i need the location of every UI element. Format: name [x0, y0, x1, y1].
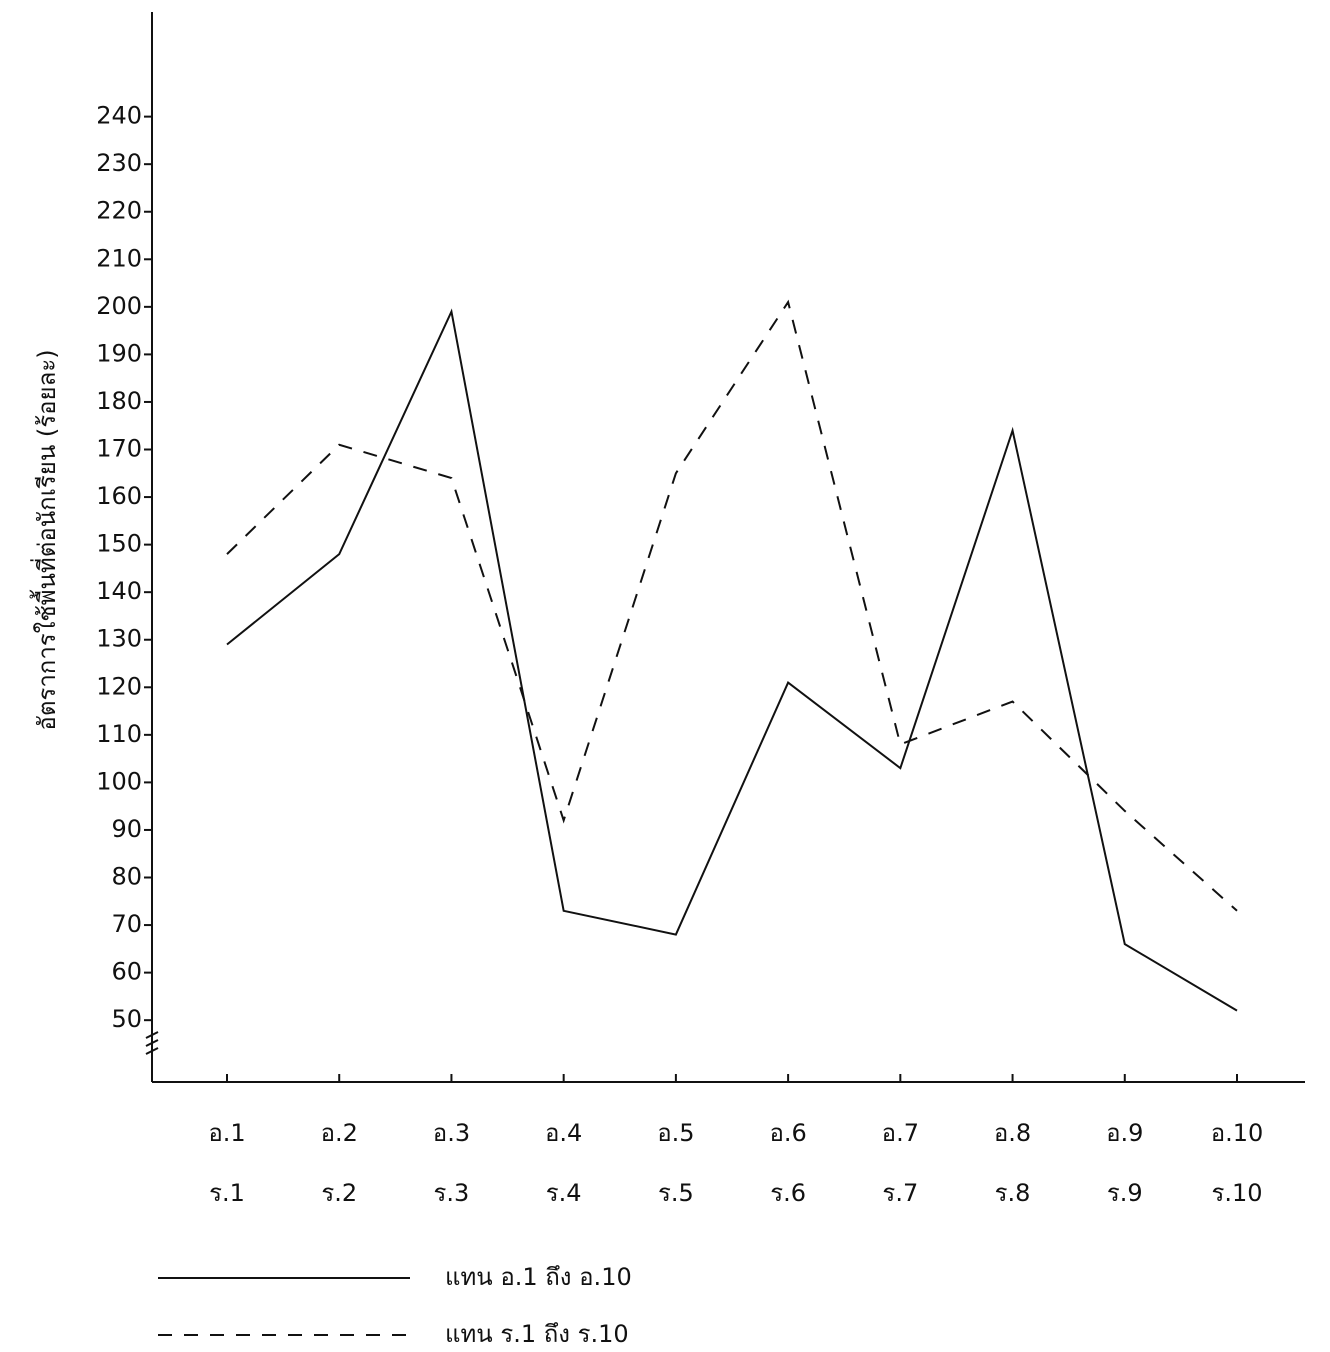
x-tick-label: อ.4 [545, 1119, 582, 1147]
x-tick-label: ร.10 [1211, 1179, 1262, 1207]
legend-label: แทน ร.1 ถึง ร.10 [445, 1320, 629, 1348]
y-tick-label: 110 [96, 720, 142, 748]
x-tick-label: อ.6 [769, 1119, 806, 1147]
x-tick-label: อ.2 [321, 1119, 358, 1147]
y-tick-label: 70 [111, 910, 142, 938]
y-tick-label: 100 [96, 767, 142, 795]
y-tick-label: 60 [111, 958, 142, 986]
chart: อัตราการใช้พื้นที่ต่อนักเรียน (ร้อยละ) 5… [0, 0, 1330, 1352]
y-tick-label: 200 [96, 292, 142, 320]
legend-label: แทน อ.1 ถึง อ.10 [445, 1263, 632, 1291]
x-tick-label: อ.1 [208, 1119, 245, 1147]
x-tick-label: ร.1 [209, 1179, 245, 1207]
x-tick-label: ร.5 [658, 1179, 694, 1207]
x-tick-label: ร.2 [321, 1179, 357, 1207]
x-tick-label: ร.8 [995, 1179, 1031, 1207]
x-tick-label: อ.9 [1106, 1119, 1143, 1147]
series-line [227, 312, 1237, 1011]
x-tick-label: อ.5 [657, 1119, 694, 1147]
x-tick-label: อ.10 [1211, 1119, 1264, 1147]
x-tick-label: ร.7 [882, 1179, 918, 1207]
x-tick-label: อ.7 [882, 1119, 919, 1147]
y-tick-label: 150 [96, 530, 142, 558]
x-tick-label: ร.9 [1107, 1179, 1143, 1207]
x-tick-label: ร.4 [546, 1179, 582, 1207]
axis-break [146, 1032, 158, 1054]
y-tick-label: 90 [111, 815, 142, 843]
y-axis-label: อัตราการใช้พื้นที่ต่อนักเรียน (ร้อยละ) [29, 349, 61, 730]
y-tick-label: 230 [96, 149, 142, 177]
y-tick-label: 210 [96, 244, 142, 272]
x-tick-label: ร.6 [770, 1179, 806, 1207]
y-tick-label: 160 [96, 482, 142, 510]
y-tick-label: 140 [96, 577, 142, 605]
y-tick-label: 80 [111, 863, 142, 891]
y-tick-label: 180 [96, 387, 142, 415]
y-tick-label: 170 [96, 435, 142, 463]
y-tick-label: 220 [96, 197, 142, 225]
y-tick-label: 240 [96, 102, 142, 130]
y-tick-label: 50 [111, 1005, 142, 1033]
series-line [227, 302, 1237, 911]
x-tick-label: ร.3 [434, 1179, 470, 1207]
y-tick-label: 130 [96, 625, 142, 653]
x-tick-label: อ.3 [433, 1119, 470, 1147]
y-tick-label: 190 [96, 339, 142, 367]
y-tick-label: 120 [96, 672, 142, 700]
x-tick-label: อ.8 [994, 1119, 1031, 1147]
